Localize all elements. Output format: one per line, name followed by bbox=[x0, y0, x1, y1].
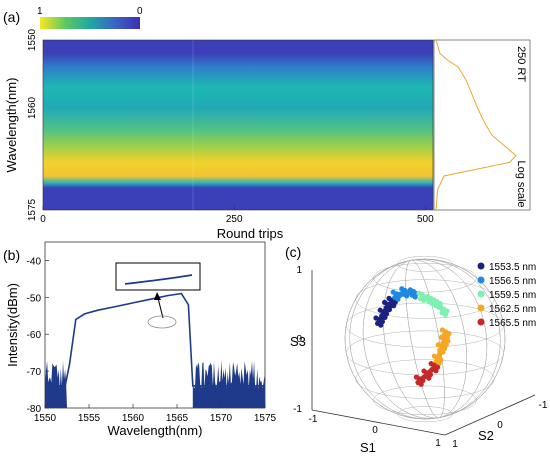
colorbar-max-label: 0 bbox=[137, 6, 143, 17]
s1-tick-label: 1 bbox=[435, 438, 441, 449]
zoom-arrow-head bbox=[154, 292, 161, 300]
spectrum-y-tick-label: -60 bbox=[27, 330, 42, 341]
s1-axis-label: S1 bbox=[360, 440, 376, 455]
side-spectrum-frame bbox=[433, 39, 531, 211]
poincare-sphere bbox=[344, 255, 506, 423]
spectrum-x-axis-label: Wavelength(nm) bbox=[108, 423, 203, 438]
spectrum-x-tick-label: 1570 bbox=[210, 413, 233, 424]
legend-swatch bbox=[477, 290, 485, 298]
spectrum-x-tick-label: 1575 bbox=[254, 413, 277, 424]
sphere-longitude bbox=[383, 259, 467, 419]
legend-swatch bbox=[477, 262, 485, 270]
sphere-longitude bbox=[362, 259, 488, 419]
heatmap bbox=[43, 40, 433, 210]
s2-axis-label: S2 bbox=[478, 428, 494, 443]
poincare-points bbox=[373, 286, 452, 387]
heatmap-x-tick-label: 250 bbox=[226, 214, 243, 225]
poincare-point bbox=[438, 357, 444, 363]
zoom-ellipse bbox=[147, 315, 177, 329]
spectrum-x-ticks: 1550 1555 1560 1565 1570 1575 bbox=[34, 404, 277, 424]
s2-tick-label: 1 bbox=[452, 439, 458, 450]
sphere-longitude bbox=[349, 258, 501, 420]
sphere-longitude bbox=[344, 258, 506, 420]
s2-axis-line bbox=[444, 394, 536, 436]
spectrum-y-axis-label: Intensity(dBm) bbox=[5, 283, 20, 367]
side-panel-label: 250 RT bbox=[515, 46, 527, 82]
side-spectrum-line bbox=[435, 39, 517, 211]
panel-label-a: (a) bbox=[3, 9, 20, 25]
poincare-point bbox=[444, 308, 450, 314]
heatmap-y-ticks: 1550 1560 1575 bbox=[27, 28, 38, 221]
panel-label-c: (c) bbox=[285, 244, 301, 260]
sphere-longitude bbox=[362, 259, 488, 419]
heatmap-x-tick-label: 500 bbox=[417, 214, 434, 225]
poincare-axes: 10-1-101 10-1 bbox=[293, 265, 548, 450]
spectrum-line bbox=[45, 292, 265, 387]
spectrum-y-tick-label: -70 bbox=[27, 367, 42, 378]
sphere-latitude bbox=[397, 255, 453, 272]
s3-tick-label: -1 bbox=[293, 404, 302, 415]
spectrum-y-tick-label: -80 bbox=[27, 404, 42, 415]
s3-tick-label: 1 bbox=[296, 265, 302, 276]
s2-tick-label: -1 bbox=[539, 400, 548, 411]
heatmap-y-tick-label: 1550 bbox=[27, 28, 38, 51]
legend-label: 1556.5 nm bbox=[489, 276, 536, 287]
zoom-inset-line bbox=[124, 274, 193, 285]
spectrum-x-tick-label: 1560 bbox=[122, 413, 145, 424]
s1-tick-label: -1 bbox=[309, 414, 318, 425]
legend-label: 1562.5 nm bbox=[489, 304, 536, 315]
spectrum-x-tick-label: 1550 bbox=[34, 413, 57, 424]
legend-label: 1559.5 nm bbox=[489, 290, 536, 301]
heatmap-x-axis-label: Round trips bbox=[217, 226, 284, 241]
spectrum-x-tick-label: 1565 bbox=[166, 413, 189, 424]
heatmap-x-tick-label: 0 bbox=[40, 214, 46, 225]
zoom-arrow bbox=[157, 297, 164, 319]
legend-label: 1553.5 nm bbox=[489, 262, 536, 273]
spectrum-x-tick-label: 1555 bbox=[78, 413, 101, 424]
heatmap-y-axis-label: Wavelength(nm) bbox=[4, 78, 19, 173]
spectrum-y-tick-label: -40 bbox=[27, 256, 42, 267]
heatmap-frame bbox=[42, 39, 434, 211]
spectrum-noise-floor bbox=[45, 360, 265, 408]
s1-tick-label: 0 bbox=[372, 425, 378, 436]
poincare-legend: 1553.5 nm 1556.5 nm 1559.5 nm 1562.5 nm 1565… bbox=[477, 262, 536, 329]
side-panel-scale: Log scale bbox=[515, 160, 527, 207]
colorbar bbox=[40, 17, 140, 29]
s3-tick-label: 0 bbox=[296, 334, 302, 345]
s2-tick-label: 0 bbox=[497, 420, 503, 431]
spectrum-y-tick-label: -50 bbox=[27, 293, 42, 304]
s3-axis-label: S3 bbox=[290, 334, 306, 349]
heatmap-x-ticks: 0 250 500 bbox=[40, 206, 434, 225]
sphere-latitude bbox=[397, 406, 453, 423]
heatmap-y-tick-label: 1560 bbox=[27, 96, 38, 119]
poincare-point bbox=[420, 378, 426, 384]
legend-swatch bbox=[477, 318, 485, 326]
s1-axis-line bbox=[311, 409, 446, 436]
panel-label-b: (b) bbox=[3, 247, 20, 263]
legend-swatch bbox=[477, 304, 485, 312]
heatmap-y-tick-label: 1575 bbox=[27, 198, 38, 221]
legend-label: 1565.5 nm bbox=[489, 318, 536, 329]
spectrum-y-ticks: -40 -50 -60 -70 -80 bbox=[27, 256, 49, 415]
sphere-longitude bbox=[383, 259, 467, 419]
colorbar-min-label: 1 bbox=[37, 6, 43, 17]
legend-swatch bbox=[477, 276, 485, 284]
